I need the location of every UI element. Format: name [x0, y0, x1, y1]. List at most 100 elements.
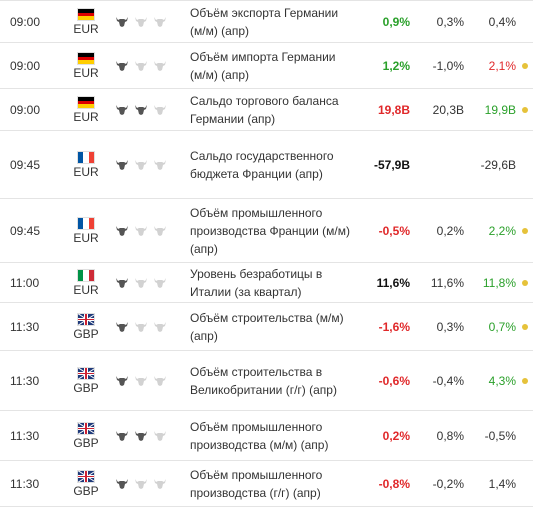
previous-value: 2,2% [488, 223, 516, 238]
forecast-value: 0,3% [436, 14, 464, 29]
de-flag-icon [77, 8, 95, 21]
bull-icon-inactive [135, 159, 147, 170]
importance-rating [112, 225, 190, 237]
bull-icon-inactive [154, 104, 166, 115]
currency-code: GBP [73, 381, 99, 395]
previous-value: 2,1% [488, 58, 516, 73]
event-time: 09:00 [10, 58, 41, 73]
event-name[interactable]: Объём экспорта Германии (м/м) (апр) [190, 5, 339, 38]
event-name[interactable]: Сальдо государственного бюджета Франции … [190, 148, 334, 181]
currency-code: GBP [73, 484, 99, 498]
table-row[interactable]: 09:00 EUR Объём импорта Германии (м/м) (… [0, 43, 533, 89]
de-flag-icon [77, 96, 95, 109]
bull-icon-inactive [154, 375, 166, 386]
previous-value: 0,4% [488, 14, 516, 29]
bull-icon-inactive [154, 478, 166, 489]
actual-value: -57,9B [373, 157, 410, 172]
bull-icon-active [116, 430, 128, 441]
forecast-value: 11,6% [430, 275, 464, 290]
event-name[interactable]: Объём промышленного производства (г/г) (… [190, 467, 323, 500]
table-row[interactable]: 09:45 EUR Сальдо государственного бюджет… [0, 131, 533, 199]
previous-value: 4,3% [488, 373, 516, 388]
previous-value: -29,6B [480, 157, 516, 172]
gb-flag-icon [77, 367, 95, 380]
currency-cell: EUR [60, 8, 112, 35]
table-row[interactable]: 11:30 GBP Объём промышленного производст… [0, 461, 533, 507]
revised-indicator [516, 227, 533, 234]
gb-flag-icon [77, 422, 95, 435]
previous-value: 11,8% [482, 275, 516, 290]
currency-code: EUR [73, 66, 99, 80]
bull-icon-active [135, 430, 147, 441]
previous-value: -0,5% [484, 428, 516, 443]
event-name[interactable]: Объём промышленного производства (м/м) (… [190, 419, 329, 452]
event-name[interactable]: Уровень безработицы в Италии (за квартал… [190, 266, 323, 299]
bull-icon-active [116, 104, 128, 115]
event-time: 11:00 [10, 275, 40, 290]
currency-cell: EUR [60, 96, 112, 123]
currency-code: EUR [73, 165, 99, 179]
fr-flag-icon [77, 217, 95, 230]
event-time: 11:30 [10, 319, 40, 334]
event-name[interactable]: Объём строительства в Великобритании (г/… [190, 364, 337, 397]
currency-cell: EUR [60, 151, 112, 178]
event-name[interactable]: Объём строительства (м/м) (апр) [190, 310, 344, 343]
currency-cell: EUR [60, 217, 112, 244]
revised-dot-icon [521, 279, 528, 286]
actual-value: -1,6% [378, 319, 410, 334]
currency-code: EUR [73, 231, 99, 245]
gb-flag-icon [77, 470, 95, 483]
actual-value: -0,5% [378, 223, 410, 238]
table-row[interactable]: 09:45 EUR Объём промышленного производст… [0, 199, 533, 263]
bull-icon-inactive [135, 478, 147, 489]
actual-value: 1,2% [382, 58, 410, 73]
currency-cell: EUR [60, 52, 112, 79]
bull-icon-active [116, 321, 128, 332]
event-time: 09:45 [10, 157, 41, 172]
event-name[interactable]: Объём промышленного производства Франции… [190, 205, 350, 256]
forecast-value: -1,0% [432, 58, 464, 73]
bull-icon-inactive [135, 321, 147, 332]
revised-dot-icon [521, 323, 528, 330]
currency-code: EUR [73, 110, 99, 124]
currency-cell: GBP [60, 367, 112, 394]
revised-dot-icon [521, 106, 528, 113]
forecast-value: 20,3B [432, 102, 464, 117]
actual-value: 0,2% [382, 428, 410, 443]
previous-value: 19,9B [484, 102, 516, 117]
revised-dot-icon [521, 227, 528, 234]
forecast-value: -0,2% [432, 476, 464, 491]
event-name[interactable]: Объём импорта Германии (м/м) (апр) [190, 49, 336, 82]
bull-icon-active [116, 478, 128, 489]
currency-cell: GBP [60, 470, 112, 497]
table-row[interactable]: 11:30 GBP Объём строительства в Великобр… [0, 351, 533, 411]
table-row[interactable]: 09:00 EUR Сальдо торгового баланса Герма… [0, 89, 533, 131]
bull-icon-active [116, 225, 128, 236]
bull-icon-inactive [154, 277, 166, 288]
forecast-value: -0,4% [432, 373, 464, 388]
table-row[interactable]: 11:30 GBP Объём промышленного производст… [0, 411, 533, 461]
table-row[interactable]: 11:00 EUR Уровень безработицы в Италии (… [0, 263, 533, 303]
importance-rating [112, 159, 190, 171]
currency-code: EUR [73, 22, 99, 36]
importance-rating [112, 375, 190, 387]
bull-icon-inactive [135, 60, 147, 71]
bull-icon-inactive [154, 16, 166, 27]
bull-icon-active [116, 60, 128, 71]
importance-rating [112, 16, 190, 28]
currency-cell: GBP [60, 422, 112, 449]
actual-value: -0,8% [378, 476, 410, 491]
bull-icon-active [116, 277, 128, 288]
actual-value: 11,6% [376, 275, 410, 290]
table-row[interactable]: 09:00 EUR Объём экспорта Германии (м/м) … [0, 1, 533, 43]
importance-rating [112, 478, 190, 490]
actual-value: -0,6% [378, 373, 410, 388]
it-flag-icon [77, 269, 95, 282]
event-name[interactable]: Сальдо торгового баланса Германии (апр) [190, 93, 339, 126]
table-row[interactable]: 11:30 GBP Объём строительства (м/м) (апр… [0, 303, 533, 351]
event-time: 11:30 [10, 373, 40, 388]
importance-rating [112, 104, 190, 116]
gb-flag-icon [77, 313, 95, 326]
bull-icon-active [116, 159, 128, 170]
